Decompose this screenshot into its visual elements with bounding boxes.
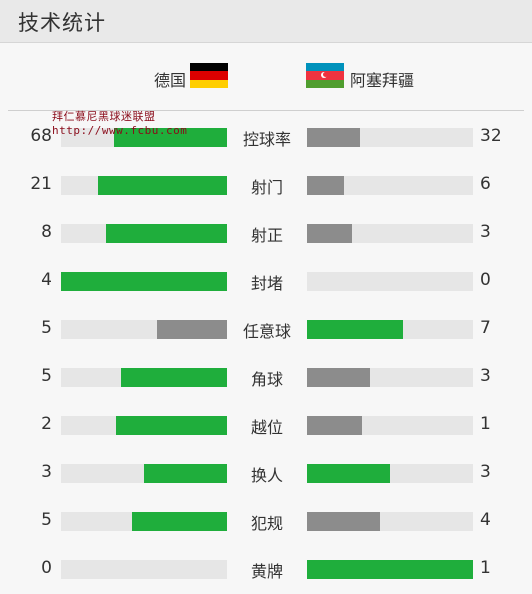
away-bar-fill (307, 416, 362, 435)
away-bar-fill (307, 224, 352, 243)
away-value: 1 (480, 558, 491, 578)
home-value: 2 (41, 414, 52, 434)
home-value: 4 (41, 270, 52, 290)
home-team-name: 德国 (153, 71, 186, 90)
stat-row: 5 犯规 4 (0, 498, 532, 546)
stat-label: 犯规 (250, 514, 283, 533)
germany-flag-icon (190, 63, 228, 88)
stat-label: 封堵 (250, 274, 283, 293)
away-bar-track (307, 128, 473, 147)
stat-row: 0 黄牌 1 (0, 546, 532, 594)
home-bar-fill (144, 464, 227, 483)
stat-row: 68 控球率 32 (0, 114, 532, 162)
stat-row: 21 射门 6 (0, 162, 532, 210)
away-value: 7 (480, 318, 491, 338)
away-bar-track (307, 464, 473, 483)
page-title: 技术统计 (18, 11, 106, 35)
home-bar-track (61, 320, 227, 339)
away-value: 3 (480, 222, 491, 242)
stat-row: 5 任意球 7 (0, 306, 532, 354)
away-bar-fill (307, 560, 473, 579)
stat-row: 4 封堵 0 (0, 258, 532, 306)
home-bar-fill (114, 128, 227, 147)
away-bar-track (307, 368, 473, 387)
home-value: 3 (41, 462, 52, 482)
home-bar-track (61, 512, 227, 531)
home-bar-track (61, 176, 227, 195)
home-value: 5 (41, 510, 52, 530)
away-bar-fill (307, 464, 390, 483)
azerbaijan-flag-icon (306, 63, 344, 88)
away-bar-fill (307, 176, 344, 195)
away-value: 6 (480, 174, 491, 194)
stat-label: 控球率 (242, 130, 291, 149)
stat-row: 5 角球 3 (0, 354, 532, 402)
home-bar-track (61, 224, 227, 243)
away-value: 32 (480, 126, 502, 146)
home-value: 68 (30, 126, 52, 146)
home-bar-track (61, 272, 227, 291)
home-bar-track (61, 464, 227, 483)
away-bar-track (307, 176, 473, 195)
home-bar-fill (98, 176, 227, 195)
home-value: 5 (41, 366, 52, 386)
away-bar-track (307, 560, 473, 579)
watermark-line1: 拜仁慕尼黑球迷联盟 (52, 110, 156, 123)
away-bar-fill (307, 368, 370, 387)
away-bar-fill (307, 512, 380, 531)
stat-label: 黄牌 (250, 562, 283, 581)
stat-label: 射门 (250, 178, 283, 197)
home-bar-fill (61, 272, 227, 291)
stat-label: 换人 (250, 466, 283, 485)
home-value: 0 (41, 558, 52, 578)
teams-row: 德国 阿塞拜疆 (0, 58, 532, 92)
header-bar: 技术统计 (0, 0, 532, 43)
home-value: 8 (41, 222, 52, 242)
home-bar-track (61, 560, 227, 579)
home-bar-track (61, 128, 227, 147)
watermark-line2: http://www.fcbu.com (52, 124, 188, 137)
watermark: 拜仁慕尼黑球迷联盟 http://www.fcbu.com (52, 110, 192, 138)
home-bar-fill (106, 224, 227, 243)
away-value: 1 (480, 414, 491, 434)
away-bar-track (307, 272, 473, 291)
away-bar-track (307, 512, 473, 531)
home-bar-fill (132, 512, 227, 531)
away-bar-track (307, 320, 473, 339)
stat-label: 射正 (250, 226, 283, 245)
stat-row: 3 换人 3 (0, 450, 532, 498)
away-bar-fill (307, 320, 403, 339)
home-bar-track (61, 368, 227, 387)
stat-row: 2 越位 1 (0, 402, 532, 450)
stat-label: 越位 (250, 418, 283, 437)
away-value: 0 (480, 270, 491, 290)
home-bar-fill (121, 368, 227, 387)
away-value: 3 (480, 366, 491, 386)
away-bar-track (307, 224, 473, 243)
stat-label: 任意球 (242, 322, 291, 341)
away-value: 3 (480, 462, 491, 482)
home-bar-track (61, 416, 227, 435)
away-bar-track (307, 416, 473, 435)
home-bar-fill (157, 320, 227, 339)
stat-row: 8 射正 3 (0, 210, 532, 258)
home-value: 5 (41, 318, 52, 338)
away-team-name: 阿塞拜疆 (350, 71, 415, 90)
stat-label: 角球 (250, 370, 283, 389)
home-bar-fill (116, 416, 227, 435)
home-value: 21 (30, 174, 52, 194)
divider (8, 110, 524, 111)
away-value: 4 (480, 510, 491, 530)
away-bar-fill (307, 128, 360, 147)
